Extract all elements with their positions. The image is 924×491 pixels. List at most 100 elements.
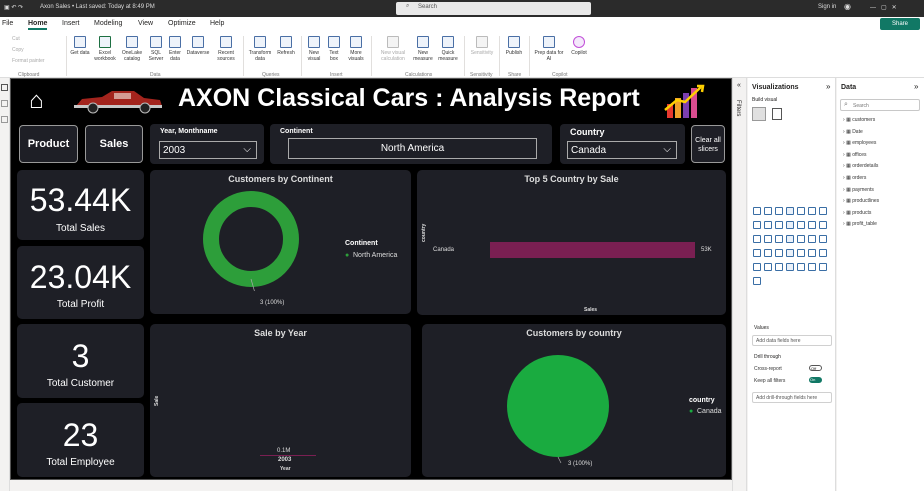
chevron-right-icon[interactable]: › [843, 140, 847, 147]
collapse-icon[interactable]: » [914, 82, 919, 91]
report-view-icon[interactable] [1, 84, 8, 91]
visual-type-icon[interactable] [753, 221, 761, 229]
continent-selected-value[interactable]: North America [288, 138, 537, 159]
chevron-right-icon[interactable]: › [843, 186, 847, 193]
chevron-right-icon[interactable]: › [843, 151, 847, 158]
menu-modeling[interactable]: Modeling [94, 20, 123, 27]
product-nav-button[interactable]: Product [19, 125, 78, 163]
menu-optimize[interactable]: Optimize [168, 20, 196, 27]
bar-canada[interactable] [490, 242, 695, 258]
sensitivity-button[interactable]: Sensitivity [468, 36, 496, 56]
table-item-products[interactable]: › ▦ products [843, 210, 871, 216]
legend-item[interactable]: Canada [697, 408, 722, 415]
cross-report-toggle[interactable]: Off [809, 365, 822, 371]
table-item-date[interactable]: › ▦ Date [843, 129, 863, 135]
menu-file[interactable]: File [2, 20, 14, 27]
donut-slice-north-america[interactable] [203, 191, 299, 287]
table-item-profit-table[interactable]: › ▦ profit_table [843, 221, 877, 227]
transform-data-button[interactable]: Transform data [247, 36, 273, 62]
visual-type-icon[interactable] [786, 221, 794, 229]
visual-type-icon[interactable] [753, 249, 761, 257]
menu-help[interactable]: Help [210, 20, 225, 27]
data-search-input[interactable]: ⌕ Search [840, 99, 920, 111]
visual-type-icon[interactable] [775, 207, 783, 215]
menu-home[interactable]: Home [28, 20, 48, 30]
sales-nav-button[interactable]: Sales [85, 125, 143, 163]
clear-all-slicers-button[interactable]: Clear all slicers [691, 125, 725, 163]
model-view-icon[interactable] [1, 116, 8, 123]
cut-button[interactable]: Cut [12, 36, 20, 42]
visual-type-icon[interactable] [797, 207, 805, 215]
home-icon[interactable]: ⌂ [29, 87, 44, 114]
chevron-right-icon[interactable]: › [843, 175, 847, 181]
window-controls[interactable]: — ▢ ✕ [870, 5, 897, 11]
onelake-catalog-button[interactable]: OneLake catalog [120, 36, 144, 62]
build-visual-tab[interactable] [752, 107, 766, 121]
table-item-orders[interactable]: › ▦ orders [843, 175, 866, 181]
chevron-right-icon[interactable]: › [843, 163, 847, 170]
visual-type-icon[interactable] [808, 263, 816, 271]
sign-in-link[interactable]: Sign in [818, 4, 837, 10]
visual-type-icon[interactable] [808, 235, 816, 243]
refresh-button[interactable]: Refresh [275, 36, 297, 56]
visual-type-icon[interactable] [775, 221, 783, 229]
visual-type-icon[interactable] [797, 235, 805, 243]
pie-slice-canada[interactable] [507, 355, 609, 457]
visual-type-icon[interactable] [775, 263, 783, 271]
visual-type-icon[interactable] [764, 249, 772, 257]
visual-type-icon[interactable] [786, 249, 794, 257]
visual-type-icon[interactable] [819, 235, 827, 243]
table-view-icon[interactable] [1, 100, 8, 107]
continent-slicer[interactable]: Continent North America [270, 124, 552, 164]
visual-type-icon[interactable] [786, 207, 794, 215]
visual-type-icon[interactable] [753, 207, 761, 215]
dataverse-button[interactable]: Dataverse [185, 36, 211, 56]
prep-data-ai-button[interactable]: Prep data for AI [533, 36, 565, 62]
visual-type-icon[interactable] [753, 235, 761, 243]
visual-type-icon[interactable] [797, 221, 805, 229]
visual-type-icon[interactable] [753, 277, 761, 285]
visual-type-icon[interactable] [819, 249, 827, 257]
excel-workbook-button[interactable]: Excel workbook [92, 36, 118, 62]
get-data-button[interactable]: Get data [70, 36, 90, 56]
sql-server-button[interactable]: SQL Server [146, 36, 166, 62]
keep-filters-toggle[interactable]: On [809, 377, 822, 383]
visual-type-icon[interactable] [797, 249, 805, 257]
year-slicer[interactable]: Year, Monthname 2003 ⌵ [150, 124, 264, 164]
share-button[interactable]: Share [880, 18, 920, 30]
search-input[interactable]: ⌕ Search [396, 2, 591, 15]
visual-type-icon[interactable] [786, 235, 794, 243]
visual-type-icon[interactable] [819, 263, 827, 271]
menu-insert[interactable]: Insert [62, 20, 80, 27]
file-title[interactable]: Axon Sales • Last saved: Today at 8:49 P… [40, 4, 155, 10]
chevron-right-icon[interactable]: › [843, 128, 847, 135]
chevron-right-icon[interactable]: › [843, 221, 847, 228]
visual-type-icon[interactable] [786, 263, 794, 271]
visual-type-icon[interactable] [808, 249, 816, 257]
visual-type-icon[interactable] [808, 221, 816, 229]
more-visuals-button[interactable]: More visuals [345, 36, 367, 62]
table-item-productlines[interactable]: › ▦ productlines [843, 198, 879, 204]
bar-2003[interactable] [260, 455, 316, 456]
menu-view[interactable]: View [138, 20, 154, 27]
visual-type-icon[interactable] [764, 235, 772, 243]
chevron-right-icon[interactable]: › [843, 209, 847, 216]
chevron-right-icon[interactable]: › [843, 117, 847, 123]
visual-type-icon[interactable] [808, 207, 816, 215]
visual-type-icon[interactable] [764, 207, 772, 215]
legend-item[interactable]: North America [353, 252, 398, 259]
table-item-payments[interactable]: › ▦ payments [843, 187, 874, 193]
year-dropdown[interactable]: 2003 ⌵ [159, 141, 257, 159]
avatar-icon[interactable]: ◉ [844, 2, 851, 11]
quick-measure-button[interactable]: Quick measure [436, 36, 460, 62]
visual-type-icon[interactable] [819, 221, 827, 229]
recent-sources-button[interactable]: Recent sources [213, 36, 239, 62]
visual-type-icon[interactable] [775, 249, 783, 257]
visual-customers-by-country[interactable]: Customers by country 3 (100%) country ● … [422, 324, 726, 477]
visual-customers-by-continent[interactable]: Customers by Continent 3 (100%) Continen… [150, 170, 411, 314]
copilot-button[interactable]: Copilot [567, 36, 591, 56]
country-slicer[interactable]: Country Canada ⌵ [560, 124, 685, 164]
table-item-employees[interactable]: › ▦ employees [843, 140, 876, 146]
format-visual-icon[interactable] [772, 108, 782, 120]
visual-type-icon[interactable] [819, 207, 827, 215]
